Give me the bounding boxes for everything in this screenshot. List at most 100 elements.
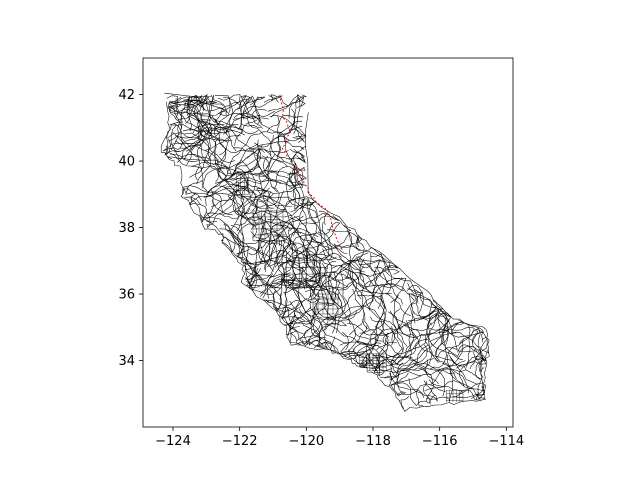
road-segment [185,126,222,152]
road-segment [270,94,289,107]
road-segment [166,115,171,134]
road-segment [327,258,365,291]
road-segment [168,107,183,130]
road-segment [312,314,336,353]
road-segment [453,398,486,405]
road-segment [224,145,262,181]
road-segment [289,284,332,347]
road-segment [346,323,390,338]
road-segment [339,216,367,241]
road-segment [452,331,489,354]
road-segment [352,272,402,288]
road-segment [426,308,444,346]
road-segment [305,241,318,285]
road-segment [252,290,272,308]
road-segment [308,201,317,233]
road-segment [237,223,259,252]
road-segment [321,320,380,347]
road-segment [189,195,207,223]
road-segment [211,190,233,216]
road-segment [219,101,240,115]
road-segment [172,132,211,160]
road-segment [262,227,298,263]
road-segment [407,370,456,377]
road-segment [278,308,304,335]
y-tick-label: 38 [118,221,135,236]
road-segment [201,199,214,222]
road-segment [213,125,260,169]
road-segment [384,367,428,379]
road-segment [373,262,387,347]
road-segment [252,109,267,129]
road-segment [183,129,233,142]
road-segment [310,306,336,352]
y-tick-label: 42 [118,88,135,103]
road-segment [405,339,429,358]
road-segment [275,306,303,314]
road-segment [292,115,305,143]
road-segment [349,288,365,336]
road-segment [225,148,289,181]
y-axis: 34 36 38 40 42 [118,88,143,369]
road-segment [389,372,422,386]
road-segment [160,152,175,162]
road-segment [169,147,227,167]
road-segment [268,250,310,259]
road-segment [430,342,463,360]
road-segment [390,356,406,394]
road-segment [221,239,231,252]
road-segment [210,94,227,116]
road-segment [196,118,212,184]
road-segment [474,325,488,338]
road-segment [305,248,328,269]
road-segment [401,319,436,354]
road-segment [288,259,353,281]
road-segment [362,318,398,336]
road-segment [228,229,262,252]
road-segment [255,197,293,207]
road-segment [370,316,404,352]
road-segment [400,396,410,409]
road-segment [285,334,292,346]
road-segment [396,383,446,395]
road-segment [246,148,272,169]
road-segment [390,372,409,397]
road-segment [173,123,183,149]
road-segment [168,96,182,142]
road-segment [305,112,309,130]
road-segment [257,212,265,256]
road-segment [342,269,372,293]
road-segment [357,289,392,294]
road-segment [269,289,281,312]
road-segment [397,382,435,406]
road-segment [199,215,213,230]
road-segment [435,326,449,361]
road-segment [228,194,265,233]
road-segment [230,250,244,267]
y-tick-label: 36 [118,288,135,303]
road-segment [349,261,364,290]
road-segment [285,198,305,217]
road-segment [324,316,384,342]
road-segment [356,340,380,365]
road-segment [245,96,266,106]
road-segment [230,224,252,266]
road-segment [342,331,349,350]
road-segment [273,235,297,246]
x-tick-label: −120 [288,434,324,449]
road-segment [260,155,307,183]
road-segment [377,260,389,282]
road-segment [232,179,262,196]
road-segment [452,383,479,397]
road-segment [188,103,209,135]
road-segment [233,147,261,158]
road-segment [306,199,323,265]
road-segment [293,215,307,252]
road-segment [299,309,323,345]
road-segment [191,165,236,177]
road-segment [251,155,269,212]
road-segment [281,298,308,325]
road-segment [374,326,401,369]
road-segment [264,95,283,103]
road-segment [272,224,333,251]
